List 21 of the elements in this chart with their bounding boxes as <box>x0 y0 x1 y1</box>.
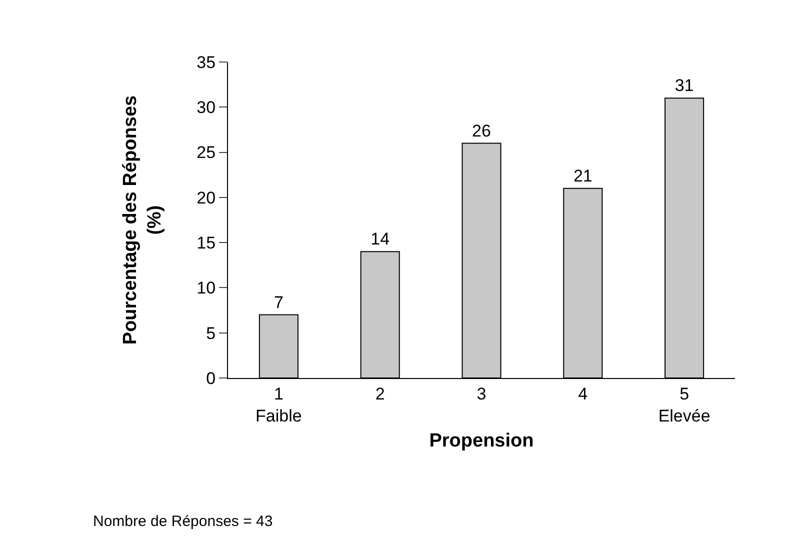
y-tick-label: 20 <box>196 188 216 208</box>
text: Nombre de Réponses = 43 <box>93 513 273 530</box>
data-label: 7 <box>274 292 284 312</box>
y-tick-label: 30 <box>196 98 216 118</box>
x-tick-label: 3 <box>476 384 486 404</box>
y-tick-label: 35 <box>196 52 216 72</box>
y-axis-title: Pourcentage des Réponses (%) <box>120 95 166 345</box>
x-tick-label: 1 Faible <box>256 384 302 426</box>
y-tick-label: 5 <box>206 324 216 343</box>
y-tick-label: 10 <box>196 278 216 298</box>
x-axis-title: Propension <box>429 430 534 452</box>
y-tick-label: 0 <box>206 368 216 388</box>
x-tick-label: 2 <box>375 384 385 404</box>
y-tick-label: 25 <box>196 143 216 162</box>
data-label: 26 <box>472 121 491 140</box>
data-label: 21 <box>573 166 592 186</box>
x-tick-label: 5 Elevée <box>658 384 710 426</box>
y-tick-label: 15 <box>196 234 216 253</box>
x-tick-label: 4 <box>578 384 588 404</box>
data-label: 31 <box>674 76 694 96</box>
data-label: 14 <box>370 230 390 249</box>
